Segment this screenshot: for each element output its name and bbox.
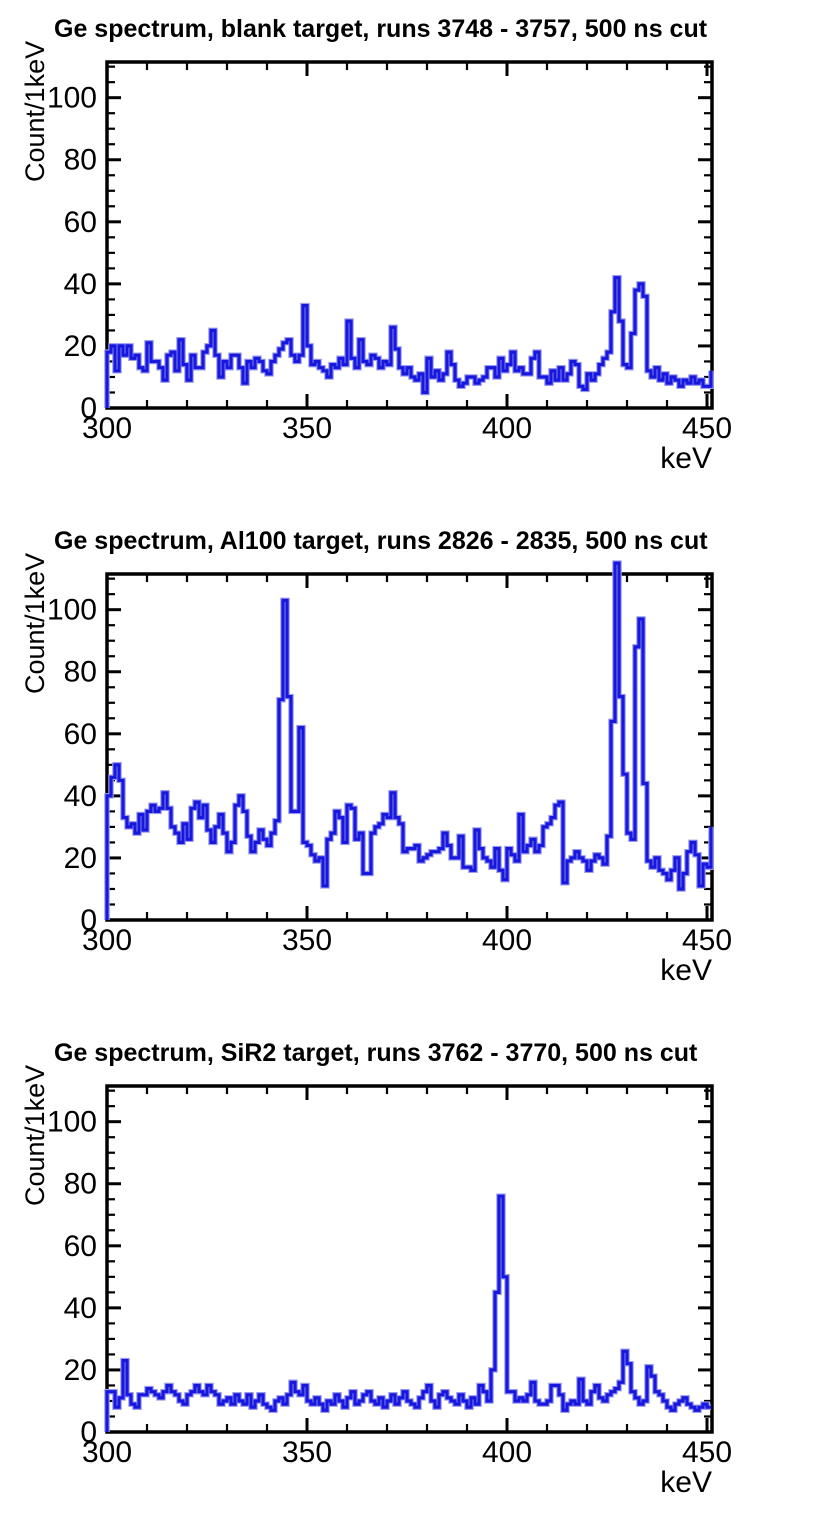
svg-text:20: 20 <box>64 1354 97 1387</box>
svg-text:350: 350 <box>282 412 332 445</box>
svg-text:350: 350 <box>282 1436 332 1469</box>
plot-title-blank: Ge spectrum, blank target, runs 3748 - 3… <box>54 15 708 43</box>
svg-text:300: 300 <box>82 412 132 445</box>
svg-text:20: 20 <box>64 842 97 875</box>
svg-text:80: 80 <box>64 144 97 177</box>
x-axis-title: keV <box>660 442 712 475</box>
svg-text:40: 40 <box>64 1292 97 1325</box>
svg-text:40: 40 <box>64 268 97 301</box>
plot-title-sir2: Ge spectrum, SiR2 target, runs 3762 - 37… <box>54 1039 698 1067</box>
plot-title-al100: Ge spectrum, Al100 target, runs 2826 - 2… <box>54 527 708 555</box>
svg-text:40: 40 <box>64 780 97 813</box>
svg-text:0: 0 <box>80 392 97 425</box>
svg-text:450: 450 <box>682 924 732 957</box>
svg-text:400: 400 <box>482 412 532 445</box>
svg-text:0: 0 <box>80 904 97 937</box>
svg-text:0: 0 <box>80 1416 97 1449</box>
svg-text:60: 60 <box>64 206 97 239</box>
svg-text:80: 80 <box>64 656 97 689</box>
svg-text:300: 300 <box>82 1436 132 1469</box>
svg-text:100: 100 <box>47 82 97 115</box>
x-axis-title: keV <box>660 954 712 987</box>
svg-text:100: 100 <box>47 594 97 627</box>
y-axis-title: Count/1keV <box>20 552 50 694</box>
svg-text:100: 100 <box>47 1106 97 1139</box>
y-axis-title: Count/1keV <box>20 40 50 182</box>
svg-text:450: 450 <box>682 1436 732 1469</box>
sir2-target-spectrum-plot: 300 350 400 450 0 20 40 60 80 100 <box>47 1084 732 1469</box>
svg-text:60: 60 <box>64 718 97 751</box>
al100-target-spectrum-plot: 300 350 400 450 0 20 40 60 80 100 <box>47 560 732 957</box>
spectrum-panel-sir2: 300 350 400 450 0 20 40 60 80 100 Ge spectrum, Si… <box>0 1024 835 1536</box>
svg-text:60: 60 <box>64 1230 97 1263</box>
spectrum-panel-blank: 300 350 400 450 0 20 40 60 80 100 Ge spectrum, bl… <box>0 0 835 512</box>
x-axis-title: keV <box>660 1466 712 1499</box>
svg-text:300: 300 <box>82 924 132 957</box>
spectrum-panel-al100: 300 350 400 450 0 20 40 60 80 100 Ge spectrum, Al… <box>0 512 835 1024</box>
blank-target-spectrum-plot: 300 350 400 450 0 20 40 60 80 100 <box>47 60 732 445</box>
svg-text:400: 400 <box>482 1436 532 1469</box>
svg-text:450: 450 <box>682 412 732 445</box>
svg-text:350: 350 <box>282 924 332 957</box>
svg-text:80: 80 <box>64 1168 97 1201</box>
svg-text:400: 400 <box>482 924 532 957</box>
y-axis-title: Count/1keV <box>20 1064 50 1206</box>
svg-text:20: 20 <box>64 330 97 363</box>
